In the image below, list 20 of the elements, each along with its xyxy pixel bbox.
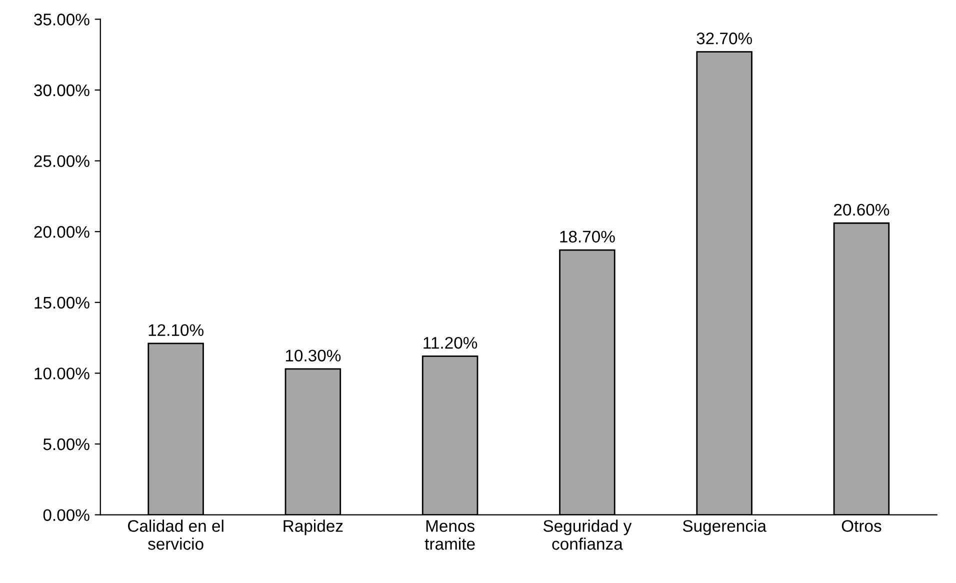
data-label: 18.70% <box>560 230 615 243</box>
data-label: 12.10% <box>148 324 204 336</box>
x-tick-label: Calidad en el servicio <box>128 520 224 550</box>
x-tick-label: Otros <box>842 520 882 532</box>
y-tick-label: 25.00% <box>34 155 90 168</box>
y-tick-label: 20.00% <box>34 226 90 238</box>
y-tick-label: 10.00% <box>34 368 90 380</box>
data-label: 10.30% <box>286 350 341 362</box>
x-tick-label: Menos tramite <box>424 520 475 550</box>
data-label: 32.70% <box>696 32 752 44</box>
x-tick-label: Seguridad y confianza <box>543 520 632 550</box>
y-tick-label: 30.00% <box>34 84 90 96</box>
y-tick-label: 0.00% <box>43 509 90 521</box>
x-tick-label: Rapidez <box>284 520 343 536</box>
y-tick-label: 15.00% <box>34 296 90 309</box>
data-label: 11.20% <box>424 336 478 349</box>
data-label: 20.60% <box>834 204 890 216</box>
y-tick-label: 35.00% <box>34 14 90 26</box>
y-tick-label: 5.00% <box>43 438 90 450</box>
x-tick-label: Sugerencia <box>682 520 766 536</box>
